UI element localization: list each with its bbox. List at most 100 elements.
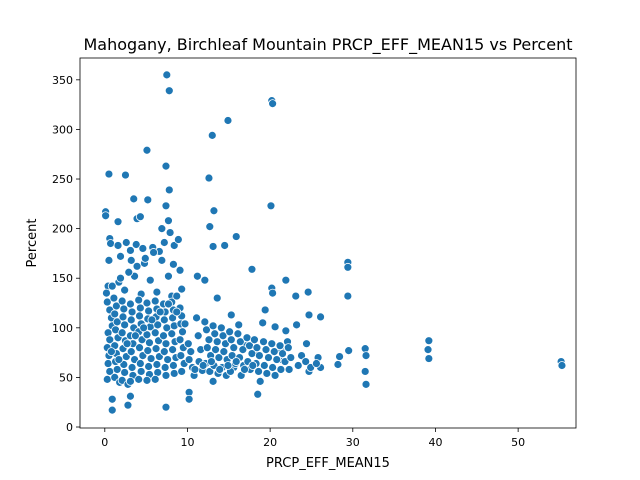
data-point-269 bbox=[252, 343, 262, 353]
data-point-195 bbox=[159, 331, 168, 341]
data-point-315 bbox=[215, 365, 225, 374]
y-tick-label-200: 200 bbox=[52, 223, 73, 236]
x-tick-label-20: 20 bbox=[263, 436, 277, 449]
data-point-215 bbox=[175, 335, 185, 345]
data-point-108 bbox=[270, 322, 280, 332]
data-point-197 bbox=[159, 347, 169, 357]
data-point-200 bbox=[161, 371, 171, 380]
data-point-214 bbox=[178, 327, 187, 337]
data-point-273 bbox=[259, 337, 268, 347]
data-point-318 bbox=[240, 365, 249, 374]
data-point-170 bbox=[144, 306, 154, 316]
data-point-102 bbox=[200, 275, 210, 285]
data-point-236 bbox=[205, 367, 215, 376]
data-point-84 bbox=[104, 255, 114, 265]
data-point-222 bbox=[184, 355, 194, 364]
data-point-42 bbox=[361, 379, 371, 389]
data-point-278 bbox=[267, 339, 277, 349]
data-point-0 bbox=[162, 70, 172, 80]
data-point-11 bbox=[129, 194, 139, 204]
data-point-53 bbox=[302, 339, 311, 349]
y-tick-label-50: 50 bbox=[59, 371, 73, 384]
data-point-29 bbox=[343, 262, 353, 272]
data-point-282 bbox=[270, 371, 280, 380]
data-point-36 bbox=[424, 336, 434, 346]
data-point-193 bbox=[159, 315, 169, 325]
data-point-107 bbox=[258, 318, 268, 328]
data-point-308 bbox=[157, 224, 167, 234]
data-point-32 bbox=[281, 275, 291, 285]
data-point-117 bbox=[105, 335, 115, 345]
data-point-10 bbox=[204, 173, 214, 183]
data-point-313 bbox=[198, 361, 208, 370]
data-point-33 bbox=[303, 287, 313, 297]
data-point-123 bbox=[109, 293, 119, 303]
data-point-89 bbox=[169, 259, 178, 269]
data-point-184 bbox=[150, 328, 160, 338]
data-point-292 bbox=[312, 359, 321, 368]
data-point-277 bbox=[262, 369, 272, 378]
data-point-3 bbox=[268, 99, 278, 109]
data-point-286 bbox=[276, 365, 286, 374]
data-point-104 bbox=[226, 310, 236, 320]
data-point-96 bbox=[120, 285, 130, 295]
data-point-310 bbox=[172, 307, 182, 317]
data-point-166 bbox=[135, 359, 145, 368]
data-point-281 bbox=[268, 363, 278, 372]
data-point-198 bbox=[163, 355, 173, 364]
data-point-293 bbox=[107, 347, 116, 357]
data-point-158 bbox=[134, 295, 144, 305]
data-point-305 bbox=[132, 261, 142, 271]
data-point-68 bbox=[293, 361, 303, 370]
data-point-19 bbox=[113, 217, 123, 227]
data-point-111 bbox=[102, 288, 111, 298]
data-point-138 bbox=[120, 320, 130, 330]
data-point-24 bbox=[231, 232, 241, 241]
data-point-254 bbox=[229, 343, 239, 353]
plot-area-frame bbox=[79, 57, 577, 429]
data-point-299 bbox=[155, 307, 165, 317]
data-point-41 bbox=[360, 367, 370, 376]
data-point-98 bbox=[152, 287, 162, 297]
data-point-26 bbox=[220, 241, 230, 250]
data-point-240 bbox=[211, 345, 220, 355]
data-point-14 bbox=[161, 201, 171, 211]
data-point-248 bbox=[219, 347, 229, 357]
data-point-81 bbox=[159, 238, 169, 247]
data-point-125 bbox=[110, 309, 120, 319]
data-point-37 bbox=[423, 345, 433, 355]
data-point-9 bbox=[121, 170, 130, 180]
y-tick-label-100: 100 bbox=[52, 322, 73, 335]
data-point-149 bbox=[126, 315, 136, 325]
data-point-48 bbox=[316, 312, 325, 322]
data-point-188 bbox=[152, 360, 162, 369]
data-point-100 bbox=[177, 284, 187, 294]
data-point-106 bbox=[260, 305, 270, 315]
data-point-209 bbox=[169, 361, 178, 370]
data-point-137 bbox=[118, 312, 128, 322]
data-point-110 bbox=[284, 365, 294, 374]
data-point-179 bbox=[142, 375, 152, 385]
data-point-160 bbox=[135, 311, 144, 321]
data-point-180 bbox=[150, 296, 160, 306]
data-point-40 bbox=[361, 351, 371, 360]
data-point-276 bbox=[259, 361, 269, 370]
chart-title: Mahogany, Birchleaf Mountain PRCP_EFF_ME… bbox=[84, 35, 573, 55]
data-point-47 bbox=[344, 346, 354, 356]
data-point-246 bbox=[218, 331, 228, 341]
data-point-268 bbox=[250, 335, 259, 345]
data-point-283 bbox=[275, 341, 285, 351]
data-point-245 bbox=[216, 323, 226, 333]
data-point-57 bbox=[107, 405, 117, 415]
data-point-4 bbox=[223, 116, 233, 125]
data-point-272 bbox=[254, 367, 263, 376]
data-point-284 bbox=[278, 349, 287, 359]
y-tick-label-250: 250 bbox=[52, 173, 73, 186]
data-point-252 bbox=[225, 327, 235, 337]
data-point-186 bbox=[151, 344, 161, 354]
data-point-301 bbox=[172, 291, 182, 301]
data-point-225 bbox=[192, 313, 201, 323]
data-point-139 bbox=[117, 328, 127, 338]
data-point-219 bbox=[177, 367, 187, 376]
